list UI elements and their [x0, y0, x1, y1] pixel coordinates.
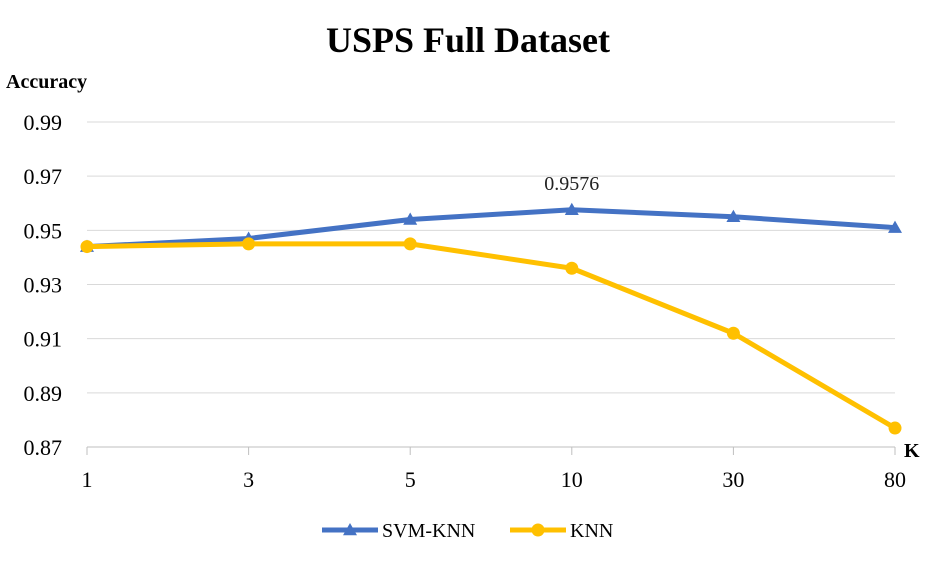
svm-knn-point — [403, 212, 418, 225]
y-tick-label: 0.97 — [24, 164, 63, 189]
gridlines — [87, 121, 895, 448]
knn-point — [403, 237, 417, 251]
legend-item-knn: KNN — [510, 520, 613, 542]
x-axis-title: K — [904, 440, 920, 462]
series-knn — [80, 237, 902, 435]
svm-knn-point — [726, 209, 741, 223]
legend-item-svm-knn: SVM-KNN — [322, 520, 475, 542]
legend-marker — [343, 523, 357, 536]
legend-label: KNN — [570, 520, 613, 542]
x-tick-label: 80 — [884, 467, 906, 492]
x-tick-label: 5 — [405, 467, 416, 492]
y-axis-ticks: 0.99 0.97 0.95 0.93 0.91 0.89 0.87 — [24, 110, 63, 460]
knn-point — [80, 240, 94, 254]
y-tick-label: 0.89 — [24, 381, 63, 406]
y-tick-label: 0.91 — [24, 327, 63, 352]
legend: SVM-KNN KNN — [322, 520, 613, 542]
data-label: 0.9576 — [544, 173, 599, 195]
x-axis-ticks: 1 3 5 10 30 80 — [82, 447, 906, 492]
knn-point — [565, 261, 579, 275]
x-tick-label: 30 — [722, 467, 744, 492]
x-tick-label: 1 — [82, 467, 93, 492]
y-tick-label: 0.87 — [24, 435, 63, 460]
y-axis-title: Accuracy — [6, 71, 87, 93]
svm-knn-point — [888, 220, 902, 233]
y-tick-label: 0.93 — [24, 273, 63, 298]
svm-knn-line — [84, 207, 898, 250]
knn-line — [84, 241, 898, 431]
knn-point — [888, 421, 902, 435]
knn-point — [242, 237, 256, 251]
x-tick-label: 10 — [561, 467, 583, 492]
legend-marker — [531, 523, 545, 537]
knn-point — [726, 326, 740, 340]
series-layer — [80, 202, 902, 435]
x-tick-label: 3 — [243, 467, 254, 492]
chart-title: USPS Full Dataset — [326, 20, 610, 60]
svm-knn-point — [564, 202, 579, 215]
data-labels: 0.9576 — [544, 173, 599, 195]
y-tick-label: 0.95 — [24, 218, 63, 243]
y-tick-label: 0.99 — [24, 110, 63, 135]
legend-label: SVM-KNN — [382, 520, 475, 542]
